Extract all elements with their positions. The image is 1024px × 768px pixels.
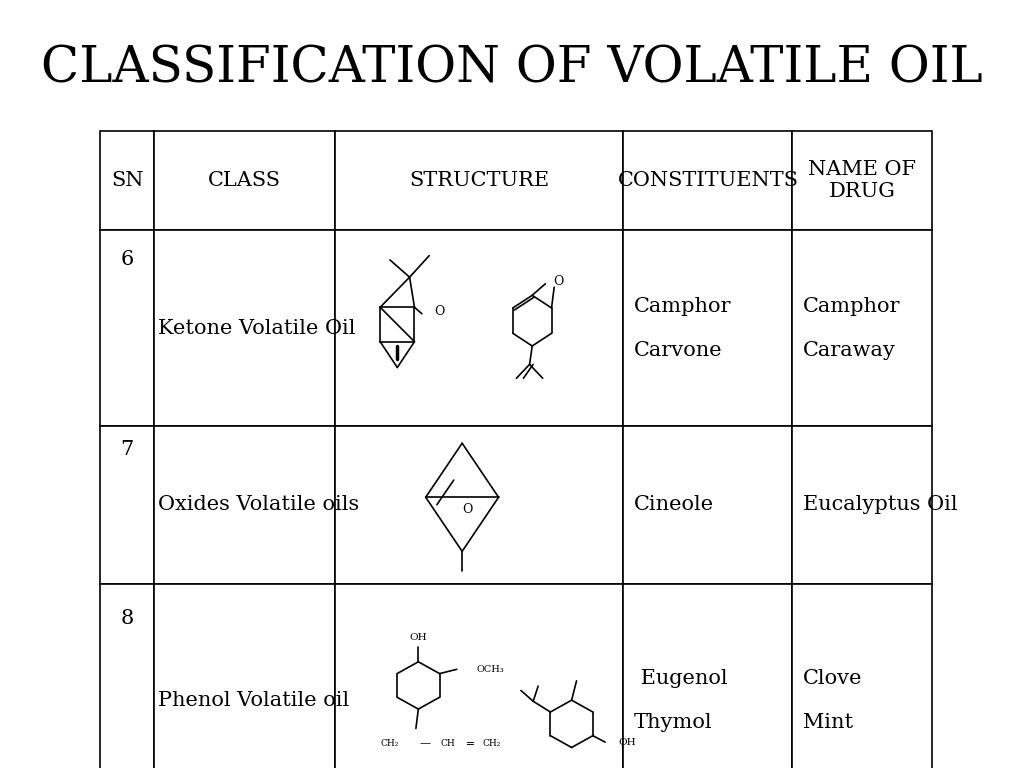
Text: 8: 8 [121, 609, 134, 628]
Text: OCH₃: OCH₃ [476, 665, 504, 674]
Bar [335, 131, 624, 230]
Text: Oxides Volatile oils: Oxides Volatile oils [159, 495, 359, 515]
Bar [154, 131, 335, 230]
Bar [624, 230, 793, 426]
Text: Cineole: Cineole [634, 495, 714, 515]
Text: STRUCTURE: STRUCTURE [410, 171, 549, 190]
Bar [100, 131, 154, 230]
Text: Eucalyptus Oil: Eucalyptus Oil [803, 495, 957, 515]
Text: O: O [553, 275, 563, 288]
Bar [624, 131, 793, 230]
Bar [793, 230, 933, 426]
Bar [335, 584, 624, 768]
Bar [793, 131, 933, 230]
Text: SN: SN [111, 171, 143, 190]
Bar [154, 426, 335, 584]
Bar [100, 426, 154, 584]
Text: Clove

Mint: Clove Mint [803, 669, 862, 733]
Text: CLASS: CLASS [208, 171, 281, 190]
Bar [624, 584, 793, 768]
Text: Eugenol

Thymol: Eugenol Thymol [634, 669, 728, 733]
Bar [335, 426, 624, 584]
Text: OH: OH [410, 633, 427, 642]
Bar [100, 230, 154, 426]
Text: ═: ═ [466, 738, 473, 748]
Bar [335, 230, 624, 426]
Text: Camphor

Caraway: Camphor Caraway [803, 296, 900, 360]
Text: Ketone Volatile Oil: Ketone Volatile Oil [159, 319, 355, 338]
Bar [624, 426, 793, 584]
Text: Phenol Volatile oil: Phenol Volatile oil [159, 691, 349, 710]
Bar [100, 584, 154, 768]
Text: CH: CH [440, 739, 455, 747]
Text: —: — [420, 738, 431, 748]
Text: CONSTITUENTS: CONSTITUENTS [617, 171, 799, 190]
Bar [793, 426, 933, 584]
Text: CH₂: CH₂ [482, 739, 501, 747]
Bar [793, 584, 933, 768]
Text: NAME OF
DRUG: NAME OF DRUG [808, 160, 916, 201]
Bar [154, 584, 335, 768]
Text: Camphor

Carvone: Camphor Carvone [634, 296, 731, 360]
Text: 7: 7 [121, 440, 134, 459]
Text: O: O [463, 503, 473, 516]
Bar [154, 230, 335, 426]
Text: OH: OH [618, 737, 636, 746]
Text: 6: 6 [121, 250, 134, 270]
Text: O: O [434, 305, 444, 318]
Text: CH₂: CH₂ [381, 739, 399, 747]
Text: CLASSIFICATION OF VOLATILE OIL: CLASSIFICATION OF VOLATILE OIL [41, 45, 983, 94]
